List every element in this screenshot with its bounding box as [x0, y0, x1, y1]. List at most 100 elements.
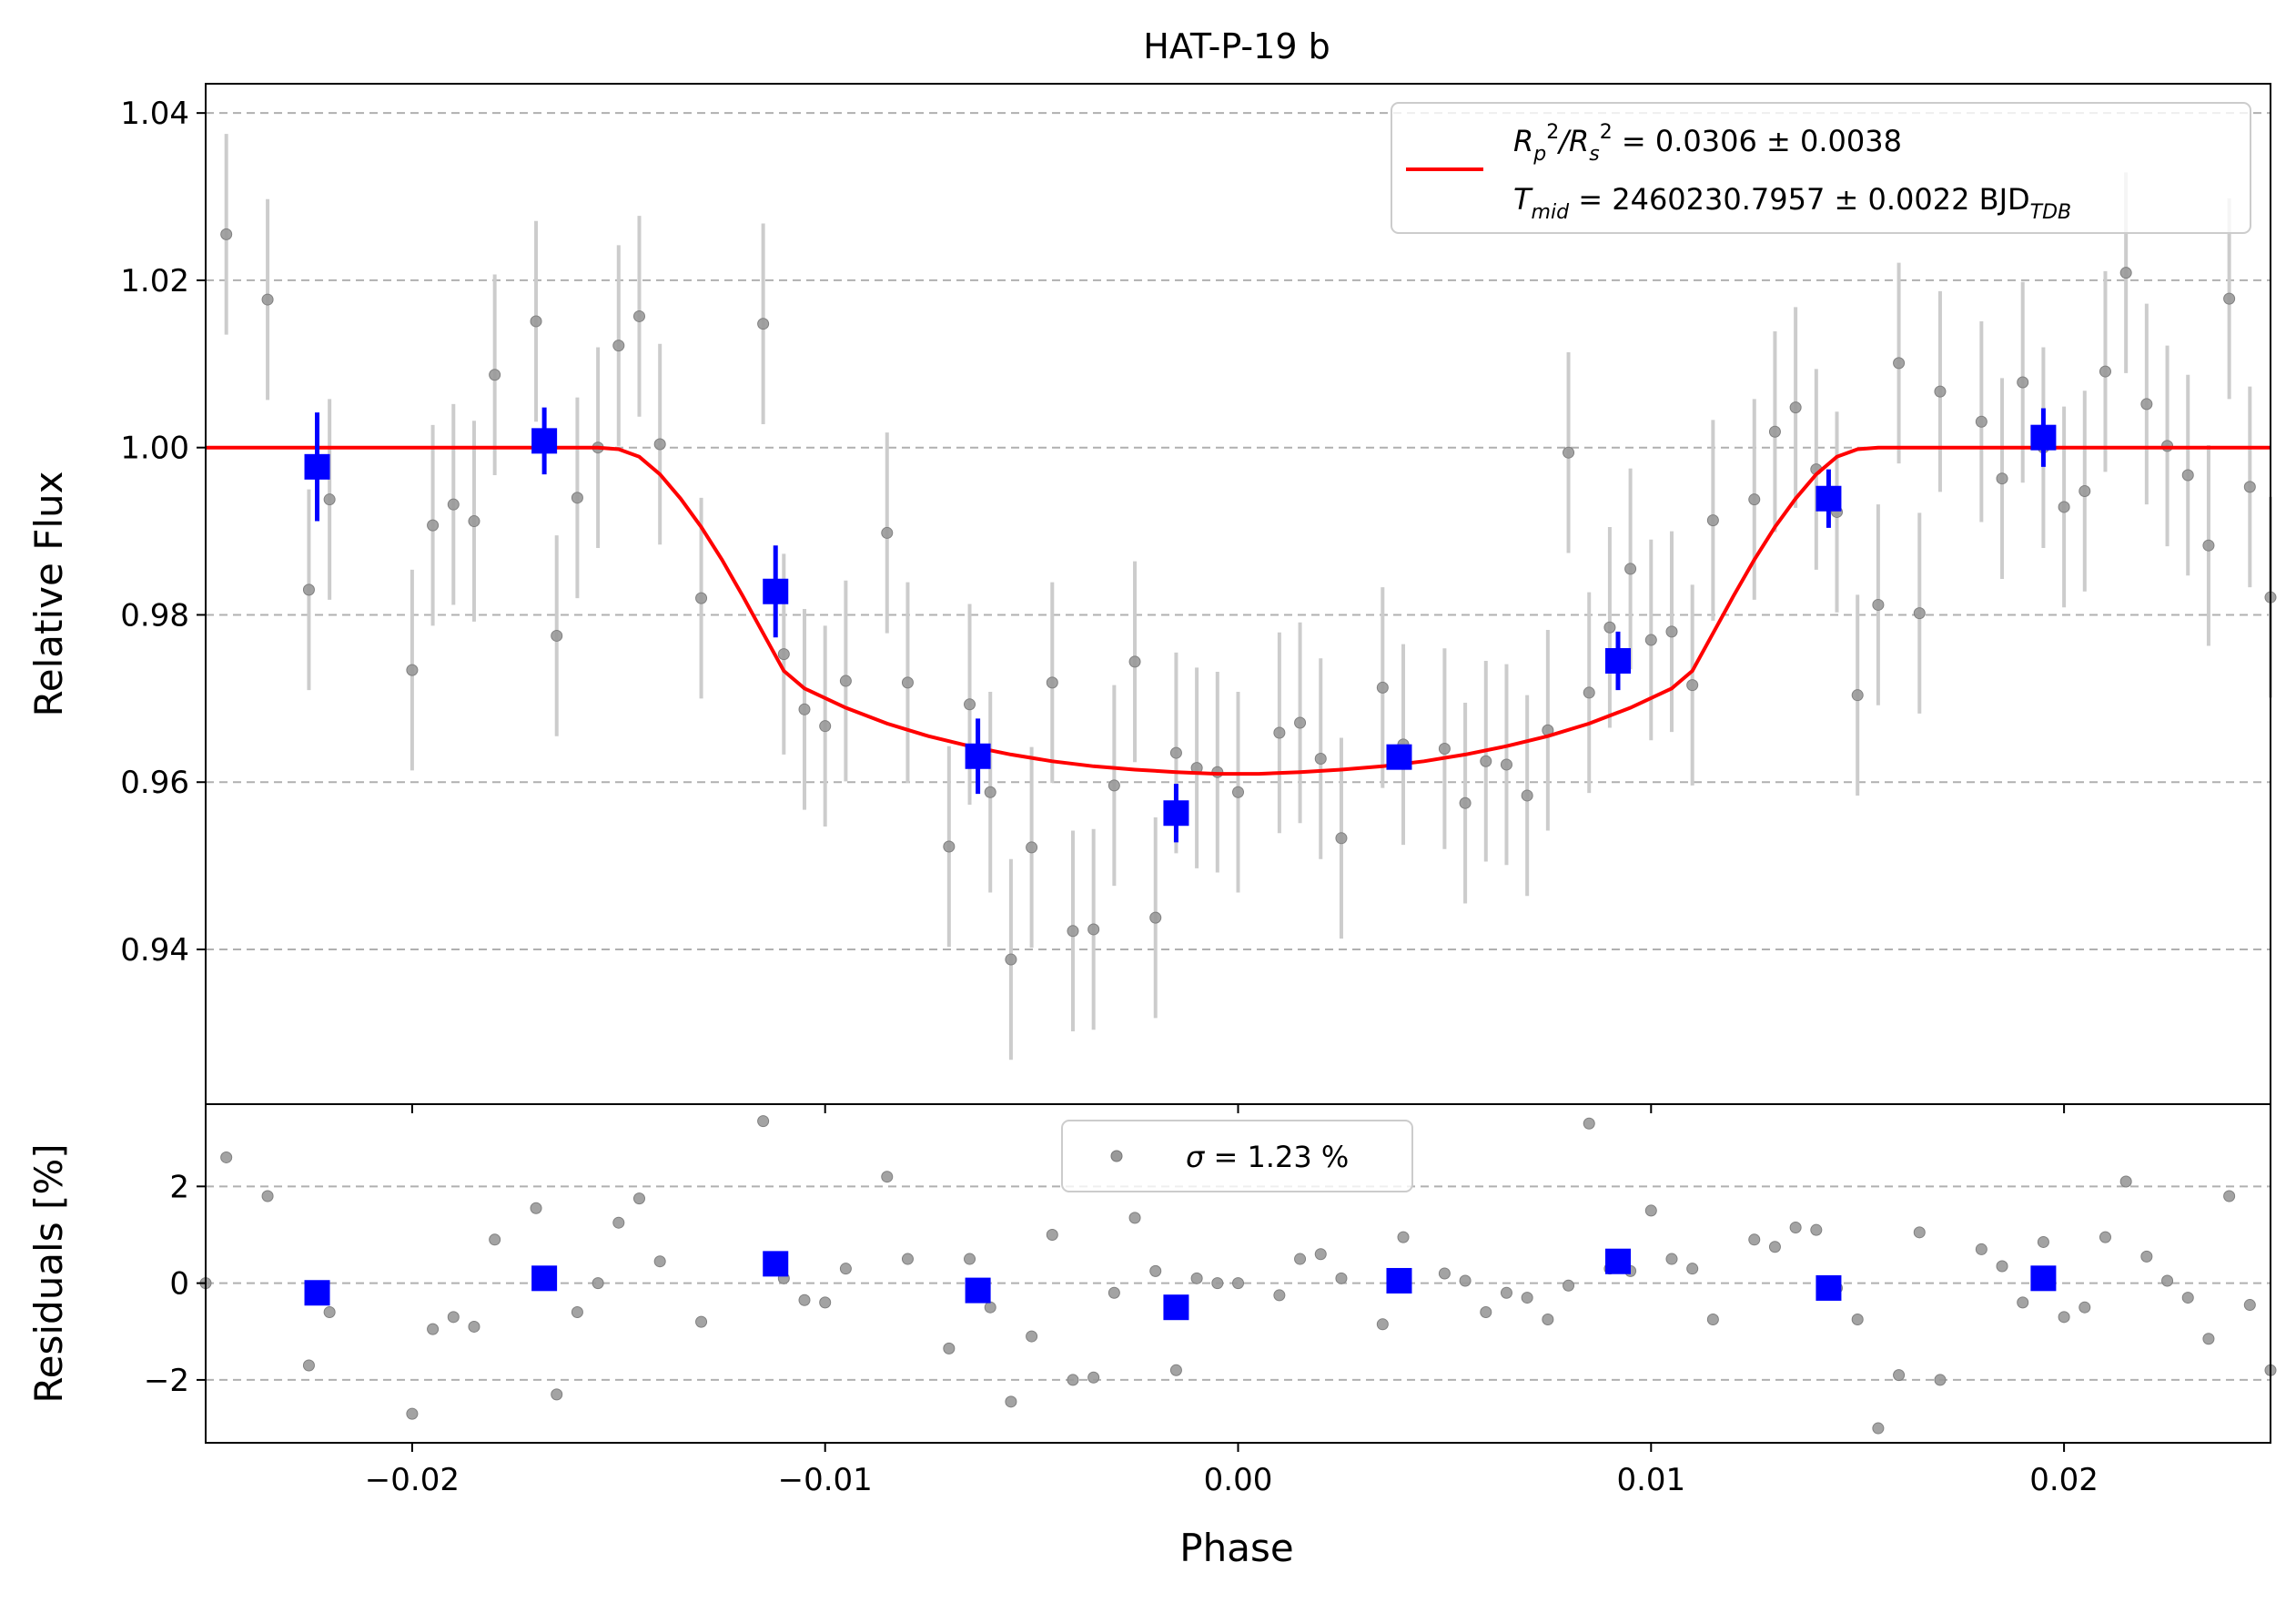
residuals-raw-point [2140, 1250, 2153, 1263]
legend-sigma-value: = 1.23 % [1204, 1140, 1349, 1174]
phase-x-tick-label: −0.02 [365, 1462, 460, 1498]
residuals-raw-point [1232, 1277, 1244, 1290]
residuals-y-ticks: −2 0 2 [144, 1169, 206, 1399]
flux-raw-point [1376, 681, 1389, 694]
residuals-raw-point [1913, 1226, 1926, 1239]
flux-raw-point [1067, 925, 1079, 938]
flux-raw-point [323, 493, 336, 506]
residuals-raw-point [2181, 1292, 2194, 1304]
legend-tmid-text: Tmid = 2460230.7957 ± 0.0022 BJDTDB [1513, 182, 2071, 224]
flux-raw-point [1913, 607, 1926, 620]
phase-x-tick-label: 0.01 [1616, 1462, 1685, 1498]
flux-raw-point [798, 703, 811, 715]
flux-raw-point [2017, 376, 2029, 389]
residuals-raw-point [1996, 1260, 2008, 1273]
flux-binned-point [1163, 800, 1189, 827]
flux-raw-point [1294, 716, 1307, 729]
flux-raw-point [1026, 841, 1038, 854]
residuals-raw-point [612, 1216, 625, 1229]
residuals-raw-point [2058, 1311, 2070, 1324]
residuals-binned-point [531, 1265, 558, 1292]
flux-raw-point [1046, 676, 1058, 689]
flux-raw-point [1851, 689, 1864, 702]
flux-raw-point [220, 228, 233, 240]
residuals-raw-point [551, 1388, 563, 1401]
flux-raw-point [530, 315, 542, 328]
residuals-raw-point [220, 1151, 233, 1163]
flux-binned-point [304, 453, 330, 480]
legend-sigma-marker [1110, 1150, 1123, 1162]
flux-raw-point [1789, 401, 1802, 414]
flux-raw-point [1438, 742, 1451, 755]
residuals-raw-point [757, 1115, 770, 1128]
flux-raw-point [1583, 686, 1595, 699]
residuals-raw-point [1975, 1243, 1988, 1255]
residuals-raw-point [1026, 1330, 1038, 1343]
residuals-raw-point [2079, 1301, 2091, 1314]
residuals-raw-points [199, 1115, 2277, 1435]
legend-depth-r: R [1513, 124, 1533, 158]
flux-raw-point [1232, 786, 1244, 798]
flux-y-tick-label: 1.04 [120, 96, 189, 132]
phase-x-tick-label: 0.00 [1204, 1462, 1273, 1498]
flux-raw-point [571, 492, 583, 504]
flux-raw-point [2079, 484, 2091, 497]
flux-raw-point [2058, 501, 2070, 513]
residuals-raw-point [2202, 1333, 2215, 1345]
flux-raw-point [695, 592, 708, 604]
residuals-raw-point [1644, 1204, 1657, 1217]
flux-raw-point [943, 840, 956, 853]
residuals-binned-point [2030, 1265, 2057, 1292]
residuals-raw-point [427, 1323, 440, 1335]
legend-tmid-sub: mid [1532, 201, 1571, 224]
flux-raw-point [2119, 267, 2132, 279]
residuals-raw-point [2119, 1175, 2132, 1188]
residuals-raw-point [632, 1192, 645, 1205]
residuals-raw-point [1438, 1267, 1451, 1280]
flux-raw-point [964, 698, 976, 711]
residuals-raw-point [2099, 1231, 2111, 1243]
residuals-raw-point [1706, 1313, 1719, 1325]
flux-raw-point [1108, 779, 1120, 792]
flux-raw-point [551, 629, 563, 642]
flux-raw-point [1996, 472, 2008, 485]
flux-raw-point [1005, 953, 1017, 966]
flux-raw-point [447, 498, 460, 511]
flux-binned-point [1386, 744, 1412, 770]
flux-raw-point [777, 648, 790, 661]
flux-raw-point [2099, 365, 2111, 378]
residuals-binned-point [763, 1251, 789, 1277]
residuals-raw-point [1893, 1369, 1906, 1382]
flux-raw-point [839, 675, 852, 687]
phase-x-tick-label: −0.01 [778, 1462, 873, 1498]
residuals-binned-point [1386, 1267, 1412, 1294]
flux-raw-point [1087, 923, 1100, 936]
legend-sigma-symbol: σ [1186, 1140, 1206, 1174]
residuals-legend-box [1061, 1120, 1413, 1192]
residuals-raw-point [489, 1233, 501, 1246]
residuals-raw-point [1768, 1241, 1781, 1253]
flux-raw-point [1500, 758, 1512, 771]
flux-raw-point [653, 438, 666, 451]
flux-raw-point [1975, 415, 1988, 428]
flux-raw-points [220, 134, 2277, 1060]
residuals-y-axis-label: Residuals [%] [26, 1143, 71, 1403]
flux-binned-point [1816, 485, 1842, 512]
flux-raw-point [1934, 385, 1947, 398]
flux-y-tick-label: 1.02 [120, 263, 189, 299]
residuals-raw-point [1046, 1228, 1058, 1241]
residuals-raw-point [1851, 1313, 1864, 1325]
residuals-raw-point [1211, 1277, 1224, 1290]
residuals-raw-point [1128, 1212, 1141, 1224]
flux-legend: Rp2/Rs2 = 0.0306 ± 0.0038 Tmid = 2460230… [1391, 102, 2251, 234]
legend-depth-sub-p: p [1532, 143, 1546, 166]
residuals-raw-point [881, 1171, 894, 1183]
flux-raw-point [1644, 634, 1657, 646]
flux-raw-point [1273, 726, 1286, 739]
flux-raw-point [1893, 357, 1906, 370]
residuals-raw-point [653, 1255, 666, 1268]
flux-raw-point [1459, 796, 1472, 809]
flux-raw-point [2140, 398, 2153, 411]
residuals-raw-point [1190, 1272, 1203, 1284]
